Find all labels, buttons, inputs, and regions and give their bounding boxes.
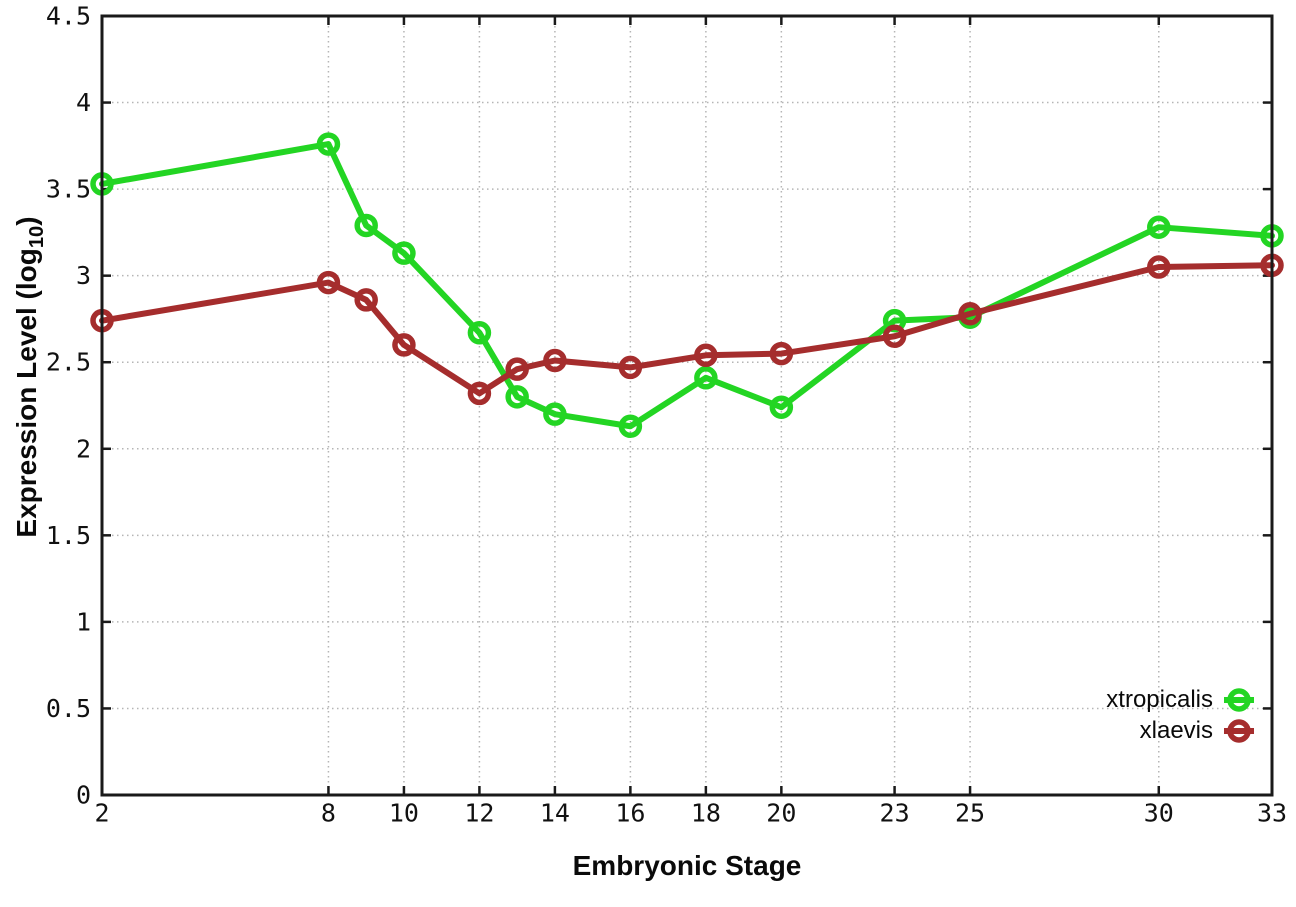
y-tick-label: 4.5 bbox=[46, 2, 91, 31]
data-point-xlaevis bbox=[694, 343, 718, 368]
data-point-xlaevis bbox=[316, 270, 341, 295]
legend-entry-xlaevis: xlaevis bbox=[1106, 715, 1256, 746]
data-point-xtropicalis bbox=[618, 414, 643, 439]
y-tick-label: 0.5 bbox=[46, 694, 91, 723]
data-point-xlaevis bbox=[543, 348, 567, 373]
data-point-xlaevis bbox=[392, 333, 416, 357]
y-tick-label: 1.5 bbox=[46, 521, 91, 550]
x-tick-label: 23 bbox=[880, 798, 910, 827]
data-point-xtropicalis bbox=[694, 366, 718, 390]
x-tick-label: 20 bbox=[766, 798, 796, 827]
data-point-xlaevis bbox=[354, 288, 378, 312]
y-axis-label-suffix: ) bbox=[11, 216, 43, 226]
legend: xtropicalis xlaevis bbox=[1106, 684, 1256, 746]
y-tick-label: 1 bbox=[76, 607, 91, 636]
data-point-xlaevis bbox=[1147, 255, 1171, 279]
data-point-xtropicalis bbox=[467, 321, 492, 345]
legend-label-xlaevis: xlaevis bbox=[1139, 717, 1213, 744]
data-point-xlaevis bbox=[618, 355, 643, 380]
y-axis-label-subscript: 10 bbox=[25, 225, 48, 249]
x-tick-label: 33 bbox=[1257, 798, 1287, 827]
x-tick-label: 2 bbox=[94, 798, 109, 827]
x-tick-label: 14 bbox=[540, 798, 570, 827]
y-axis-label: Expression Level (log10) bbox=[11, 216, 49, 537]
legend-marker-xlaevis-icon bbox=[1224, 718, 1254, 743]
x-axis-label: Embryonic Stage bbox=[572, 850, 802, 881]
y-tick-label: 3 bbox=[76, 261, 91, 290]
x-tick-label: 25 bbox=[955, 798, 985, 827]
legend-entry-xtropicalis: xtropicalis bbox=[1106, 684, 1256, 715]
legend-label-xtropicalis: xtropicalis bbox=[1106, 686, 1213, 713]
data-point-xlaevis bbox=[882, 324, 907, 349]
y-tick-label: 2 bbox=[76, 434, 91, 463]
series-line-xlaevis bbox=[99, 262, 1275, 397]
data-point-xtropicalis bbox=[769, 395, 794, 419]
data-point-xtropicalis bbox=[316, 132, 341, 156]
x-tick-label: 18 bbox=[691, 798, 721, 827]
x-tick-label: 16 bbox=[615, 798, 645, 827]
data-point-xtropicalis bbox=[505, 385, 529, 409]
data-point-xtropicalis bbox=[354, 213, 378, 238]
data-point-xlaevis bbox=[958, 302, 982, 326]
y-tick-label: 2.5 bbox=[46, 348, 91, 377]
legend-marker-xtropicalis-icon bbox=[1224, 687, 1254, 712]
data-point-xlaevis bbox=[769, 341, 794, 366]
y-tick-label: 0 bbox=[76, 781, 91, 810]
x-tick-label: 30 bbox=[1144, 798, 1174, 827]
data-point-xtropicalis bbox=[392, 241, 416, 265]
data-point-xlaevis bbox=[467, 381, 492, 406]
y-tick-label: 4 bbox=[76, 88, 91, 117]
x-tick-label: 8 bbox=[321, 798, 336, 827]
data-point-xtropicalis bbox=[1147, 215, 1171, 239]
data-point-xlaevis bbox=[505, 357, 529, 381]
x-tick-label: 10 bbox=[389, 798, 419, 827]
y-axis-label-prefix: Expression Level (log bbox=[11, 248, 43, 538]
x-tick-label: 12 bbox=[464, 798, 494, 827]
y-tick-label: 3.5 bbox=[46, 175, 91, 204]
plot-border bbox=[100, 14, 1274, 797]
data-point-xtropicalis bbox=[543, 402, 567, 426]
